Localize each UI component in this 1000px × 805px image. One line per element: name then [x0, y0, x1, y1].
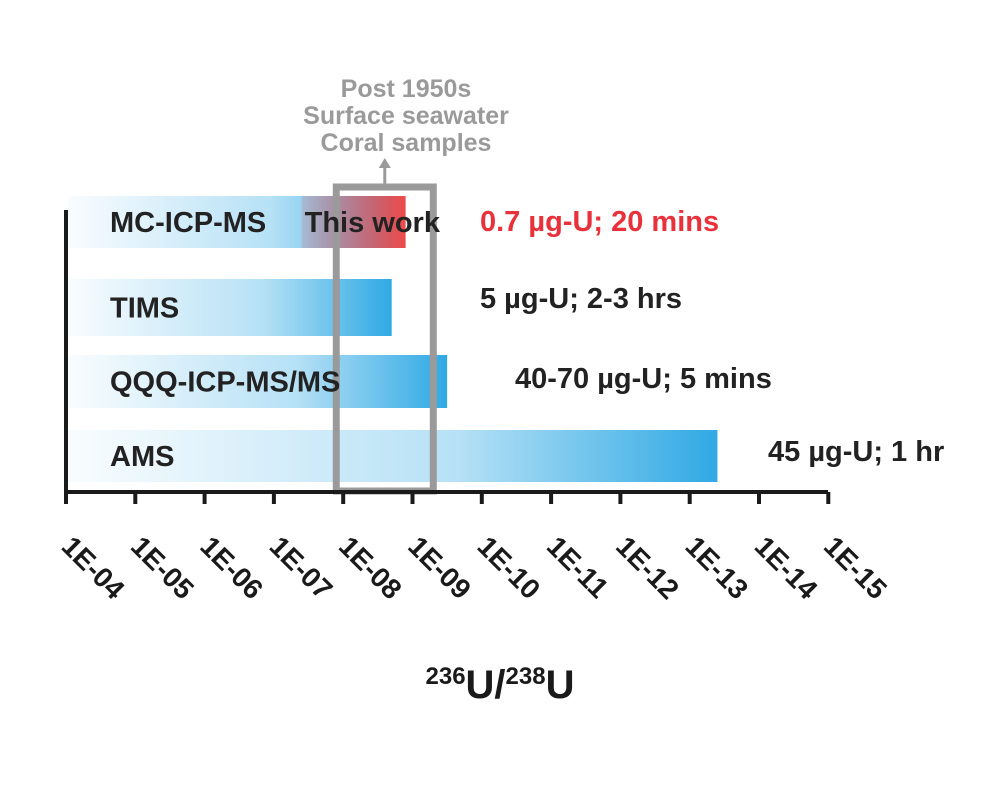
value-label-qqq-icp-ms-ms: 40-70 µg-U; 5 mins — [515, 363, 772, 395]
bars-layer — [68, 196, 718, 482]
labels-layer: This work MC-ICP-MS 0.7 µg-U; 20 mins TIMS 5… — [110, 75, 944, 473]
x-axis-label: 236U/238U — [426, 663, 575, 707]
x-tick-label: 1E-13 — [679, 530, 754, 605]
value-label-mc-icp-ms: 0.7 µg-U; 20 mins — [480, 206, 719, 238]
bar-highlight-this-work — [301, 196, 406, 248]
x-tick-label: 1E-08 — [333, 530, 408, 605]
annotation-line-1: Post 1950s — [341, 75, 472, 103]
x-tick-label: 1E-07 — [264, 530, 339, 605]
bar-label-ams: AMS — [110, 441, 174, 473]
bar-label-mc-icp-ms: MC-ICP-MS — [110, 207, 266, 239]
value-label-tims: 5 µg-U; 2-3 hrs — [480, 283, 682, 315]
x-tick-label: 1E-11 — [541, 530, 615, 604]
x-tick-label: 1E-09 — [402, 530, 477, 605]
value-label-ams: 45 µg-U; 1 hr — [768, 436, 944, 468]
x-tick-label: 1E-12 — [610, 530, 685, 605]
x-tick-label: 1E-06 — [194, 530, 269, 605]
x-tick-label: 1E-04 — [56, 530, 131, 605]
annotation-line-2: Surface seawater — [303, 102, 509, 130]
bar-qqq-icp-ms-ms — [68, 355, 448, 408]
x-tick-label: 1E-05 — [125, 530, 200, 605]
x-tick-label: 1E-14 — [749, 530, 824, 605]
bar-label-tims: TIMS — [110, 293, 179, 325]
x-tick-label: 1E-10 — [472, 530, 547, 605]
bar-label-qqq-icp-ms-ms: QQQ-ICP-MS/MS — [110, 367, 340, 399]
annotation-arrow-head — [378, 158, 391, 168]
x-tick-label: 1E-15 — [818, 530, 893, 605]
annotation-line-3: Coral samples — [321, 129, 492, 157]
highlight-label: This work — [305, 207, 441, 239]
bar-ams — [68, 430, 718, 482]
